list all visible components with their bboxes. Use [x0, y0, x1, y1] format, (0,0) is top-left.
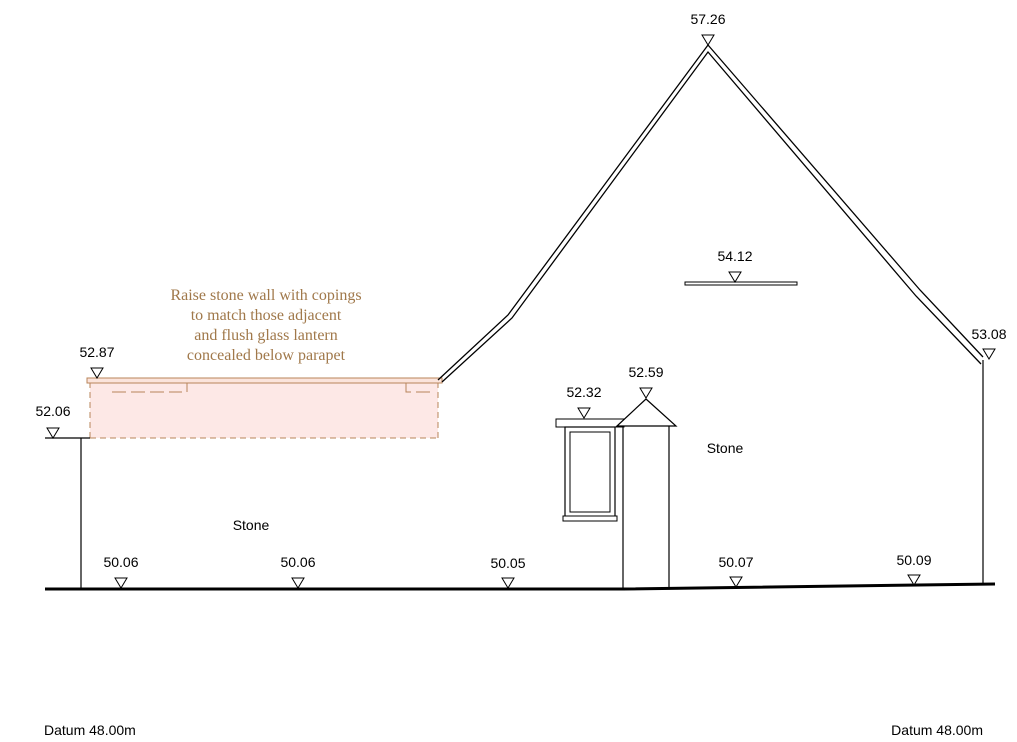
glass-lantern-outline	[112, 383, 433, 393]
level-label-window: 52.32	[566, 384, 601, 400]
window-glass	[569, 431, 611, 513]
level-label-ridge: 57.26	[690, 11, 725, 27]
marker-internal	[728, 271, 742, 283]
marker-ground-3	[501, 577, 515, 589]
annotation-line-1: Raise stone wall with copings	[170, 287, 361, 304]
marker-parapet	[90, 367, 104, 379]
level-label-internal: 54.12	[717, 248, 752, 264]
level-label-ground-1: 50.06	[103, 554, 138, 570]
level-label-existing-wall: 52.06	[35, 403, 70, 419]
proposed-wall-area	[90, 382, 438, 438]
annotation-line-3: and flush glass lantern	[194, 327, 338, 344]
marker-ground-2	[291, 577, 305, 589]
window-sill	[562, 515, 618, 522]
level-label-parapet: 52.87	[79, 344, 114, 360]
marker-window	[577, 407, 591, 419]
level-markers	[46, 34, 996, 589]
marker-ridge	[701, 34, 715, 46]
marker-ground-4	[729, 576, 743, 588]
level-label-ground-4: 50.07	[718, 554, 753, 570]
material-label-left: Stone	[233, 517, 270, 533]
level-label-ground-3: 50.05	[490, 555, 525, 571]
porch-roof	[615, 398, 678, 427]
marker-porch	[639, 387, 653, 399]
annotation-line-4: concealed below parapet	[187, 347, 346, 364]
annotation-line-2: to match those adjacent	[191, 307, 342, 324]
window-head	[555, 418, 625, 428]
marker-existing-wall	[46, 427, 60, 439]
datum-left: Datum 48.00m	[44, 722, 136, 738]
level-label-ground-2: 50.06	[280, 554, 315, 570]
marker-right-eaves	[982, 348, 996, 360]
coping	[86, 377, 443, 384]
marker-ground-5	[907, 574, 921, 586]
roof-inner	[441, 50, 982, 383]
level-label-porch: 52.59	[628, 364, 663, 380]
datum-right: Datum 48.00m	[891, 722, 983, 738]
ground-line	[45, 582, 996, 591]
marker-ground-1	[114, 577, 128, 589]
roof-outer	[437, 43, 984, 381]
proposal-annotation: Raise stone wall with copings to match t…	[170, 287, 361, 364]
internal-level-line	[684, 281, 798, 286]
level-label-right-eaves: 53.08	[971, 326, 1006, 342]
material-label-right: Stone	[707, 440, 744, 456]
level-label-ground-5: 50.09	[896, 552, 931, 568]
